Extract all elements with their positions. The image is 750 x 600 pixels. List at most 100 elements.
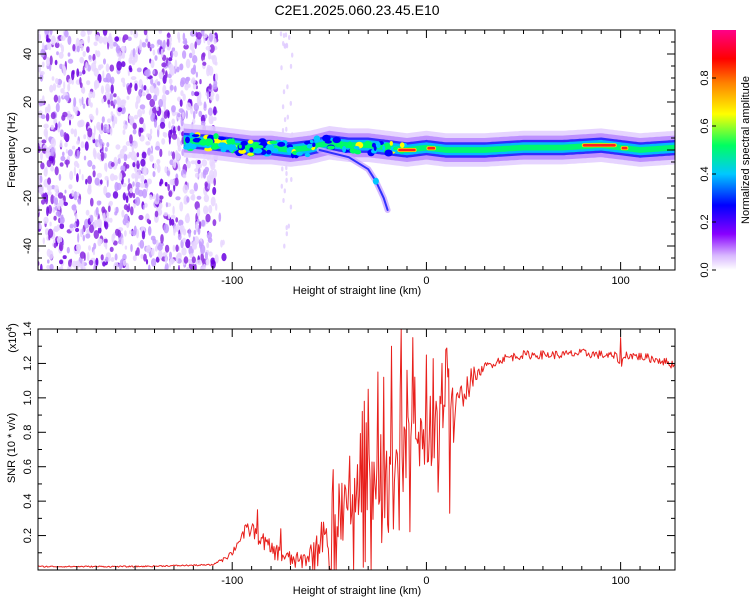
noise-speckle	[102, 70, 105, 80]
noise-speckle	[198, 167, 201, 174]
noise-speckle	[161, 110, 164, 118]
signal-blob	[309, 139, 314, 144]
noise-speckle	[66, 246, 70, 254]
noise-speckle	[91, 132, 95, 140]
noise-speckle	[60, 43, 63, 48]
noise-speckle	[67, 35, 72, 45]
noise-speckle	[202, 170, 209, 176]
noise-speckle	[177, 31, 181, 41]
signal-blob	[272, 148, 279, 153]
noise-speckle	[106, 128, 110, 134]
noise-speckle	[139, 239, 145, 249]
noise-speckle	[45, 112, 50, 122]
noise-speckle	[205, 45, 211, 51]
noise-speckle	[109, 64, 115, 72]
noise-speckle	[65, 149, 68, 154]
noise-speckle	[117, 154, 123, 159]
noise-speckle	[76, 68, 80, 78]
noise-speckle	[145, 141, 151, 146]
noise-speckle	[180, 116, 184, 127]
noise-speckle	[93, 149, 97, 160]
noise-speckle	[163, 132, 168, 138]
noise-speckle	[122, 34, 129, 41]
noise-speckle	[49, 263, 54, 270]
noise-speckle	[106, 142, 110, 148]
noise-speckle	[157, 244, 163, 251]
noise-speckle	[87, 183, 92, 191]
noise-speckle	[183, 256, 189, 264]
noise-speckle	[209, 158, 214, 167]
noise-speckle	[99, 179, 103, 185]
noise-speckle	[112, 232, 116, 239]
noise-speckle	[104, 162, 108, 172]
noise-speckle	[110, 100, 114, 107]
noise-speckle	[175, 196, 181, 201]
noise-speckle	[212, 54, 217, 65]
noise-speckle	[87, 175, 92, 185]
noise-speckle	[111, 115, 114, 122]
noise-speckle	[67, 149, 73, 157]
noise-speckle	[129, 230, 132, 235]
noise-speckle	[289, 63, 293, 69]
noise-speckle	[113, 93, 117, 98]
x-tick-label: -100	[221, 575, 243, 587]
signal-blob	[312, 142, 316, 148]
noise-speckle	[279, 31, 283, 37]
colorbar-label: Normalized spectral amplitude	[740, 76, 750, 224]
noise-speckle	[176, 223, 180, 233]
noise-speckle	[57, 192, 64, 199]
noise-speckle	[208, 32, 213, 42]
noise-speckle	[87, 127, 93, 138]
noise-speckle	[63, 201, 68, 206]
noise-speckle	[176, 137, 181, 148]
noise-speckle	[124, 230, 127, 237]
noise-speckle	[85, 61, 88, 71]
noise-speckle	[107, 35, 113, 44]
noise-speckle	[191, 256, 196, 264]
noise-speckle	[285, 126, 288, 132]
noise-speckle	[80, 87, 86, 94]
noise-speckle	[134, 171, 139, 180]
noise-speckle	[135, 250, 138, 257]
noise-speckle	[178, 264, 180, 270]
noise-speckle	[78, 168, 81, 175]
noise-speckle	[213, 177, 216, 186]
noise-speckle	[114, 36, 120, 42]
noise-speckle	[174, 177, 179, 187]
noise-speckle	[188, 52, 193, 59]
noise-speckle	[43, 123, 49, 129]
signal-blob	[399, 142, 405, 149]
noise-speckle	[109, 93, 114, 101]
noise-speckle	[181, 148, 185, 157]
noise-speckle	[132, 193, 136, 199]
noise-speckle	[81, 96, 84, 106]
noise-speckle	[59, 223, 65, 230]
noise-speckle	[182, 93, 186, 102]
noise-speckle	[96, 121, 101, 131]
noise-speckle	[189, 30, 196, 37]
noise-speckle	[185, 110, 188, 119]
noise-speckle	[168, 190, 173, 198]
noise-speckle	[125, 262, 130, 270]
noise-speckle	[168, 78, 173, 85]
noise-speckle	[283, 117, 287, 123]
noise-speckle	[127, 178, 131, 184]
noise-speckle	[53, 242, 57, 249]
noise-speckle	[54, 42, 60, 49]
noise-speckle	[71, 70, 75, 81]
noise-speckle	[64, 95, 70, 100]
noise-speckle	[132, 128, 137, 135]
noise-speckle	[164, 244, 170, 253]
signal-blob	[353, 146, 360, 150]
x-tick-label: 0	[423, 275, 429, 287]
noise-speckle	[161, 62, 167, 68]
noise-speckle	[134, 83, 138, 92]
noise-speckle	[285, 177, 288, 183]
noise-speckle	[206, 231, 213, 240]
noise-speckle	[59, 139, 63, 148]
noise-speckle	[143, 30, 148, 36]
noise-speckle	[142, 188, 148, 199]
noise-speckle	[167, 213, 171, 220]
noise-speckle	[186, 160, 191, 169]
noise-speckle	[214, 254, 219, 264]
